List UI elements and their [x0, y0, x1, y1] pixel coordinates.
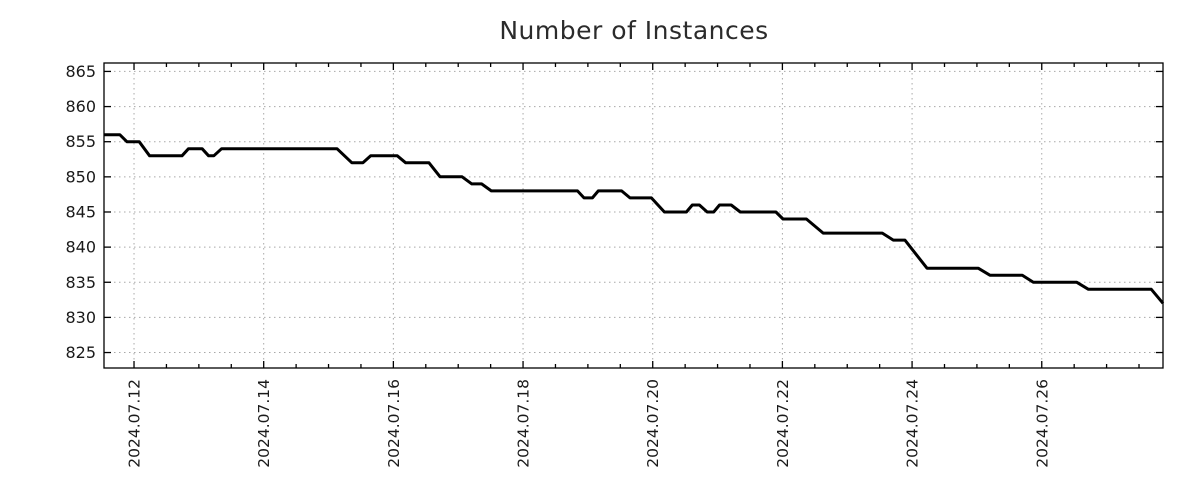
y-tick-label: 840: [65, 238, 96, 257]
y-tick-label: 855: [65, 132, 96, 151]
y-tick-label: 850: [65, 167, 96, 186]
x-tick-label: 2024.07.14: [255, 379, 273, 468]
x-tick-label: 2024.07.16: [385, 379, 403, 468]
x-tick-label: 2024.07.26: [1033, 379, 1051, 468]
x-tick-label: 2024.07.20: [644, 379, 662, 468]
x-tick-label: 2024.07.18: [515, 379, 533, 468]
y-tick-label: 865: [65, 62, 96, 81]
y-tick-label: 860: [65, 97, 96, 116]
y-tick-label: 825: [65, 343, 96, 362]
x-tick-label: 2024.07.12: [126, 379, 144, 468]
y-tick-label: 835: [65, 273, 96, 292]
plot-border: [103, 62, 1164, 369]
y-tick-label: 830: [65, 308, 96, 327]
y-tick-label: 845: [65, 202, 96, 221]
x-tick-label: 2024.07.22: [774, 379, 792, 468]
x-tick-label: 2024.07.24: [904, 379, 922, 468]
chart-title: Number of Instances: [499, 16, 769, 45]
data-series-line: [104, 133, 1165, 305]
